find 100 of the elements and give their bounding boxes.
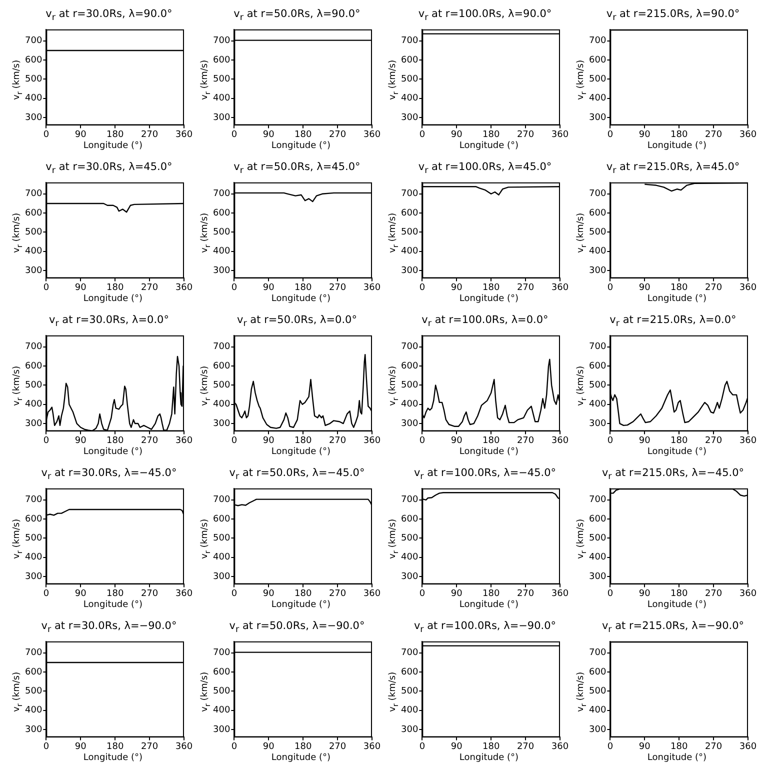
y-tick-label: 500 [588, 74, 606, 85]
y-tick-label: 400 [400, 400, 418, 410]
y-tick-label: 500 [588, 686, 606, 697]
x-tick-label: 270 [704, 588, 722, 599]
x-tick-label: 360 [363, 282, 381, 293]
y-tick-label: 400 [24, 400, 42, 410]
x-tick-label: 270 [516, 436, 534, 446]
y-tick-label: 500 [24, 686, 42, 697]
y-tick-label: 400 [588, 552, 606, 563]
x-tick-label: 180 [670, 742, 688, 752]
chart-title: v$_{r}$ at r=50.0Rs, λ=90.0° [232, 8, 362, 24]
y-tick-label: 600 [400, 514, 418, 524]
x-tick-label: 0 [43, 436, 50, 446]
x-tick-label: 270 [328, 742, 346, 752]
x-tick-label: 360 [175, 742, 193, 752]
y-tick-label: 600 [24, 361, 42, 372]
x-axis-title: Longitude (°) [458, 753, 520, 763]
y-tick-label: 300 [400, 266, 418, 276]
y-tick-label: 700 [400, 648, 418, 658]
x-tick-label: 270 [516, 282, 534, 293]
x-tick-label: 90 [74, 742, 87, 752]
y-tick-label: 600 [400, 208, 418, 218]
x-tick-label: 90 [262, 436, 275, 446]
y-tick-label: 700 [400, 495, 418, 506]
y-tick-label: 300 [588, 418, 606, 429]
x-tick-label: 90 [262, 130, 275, 140]
y-tick-label: 500 [400, 380, 418, 391]
y-tick-label: 500 [24, 228, 42, 238]
y-tick-label: 300 [588, 112, 606, 123]
y-tick-label: 600 [212, 55, 230, 66]
y-tick-label: 400 [24, 706, 42, 716]
x-tick-label: 0 [419, 130, 426, 140]
y-tick-label: 700 [212, 189, 230, 200]
chart-title: v$_{r}$ at r=30.0Rs, λ=0.0° [48, 314, 170, 330]
x-tick-label: 90 [74, 282, 87, 293]
y-tick-label: 600 [24, 514, 42, 524]
y-tick-label: 600 [212, 514, 230, 524]
x-tick-label: 180 [670, 436, 688, 446]
x-tick-label: 360 [551, 742, 569, 752]
x-tick-label: 0 [231, 436, 238, 446]
x-axis-title: Longitude (°) [458, 294, 520, 304]
y-tick-label: 600 [588, 514, 606, 524]
x-tick-label: 270 [140, 282, 158, 293]
x-tick-label: 90 [450, 588, 463, 599]
x-tick-label: 270 [516, 130, 534, 140]
x-tick-label: 180 [482, 436, 500, 446]
y-tick-label: 400 [212, 400, 230, 410]
y-tick-label: 300 [588, 572, 606, 582]
x-tick-label: 270 [140, 742, 158, 752]
x-tick-label: 90 [638, 436, 651, 446]
x-tick-label: 90 [450, 742, 463, 752]
x-tick-label: 180 [294, 130, 312, 140]
x-tick-label: 180 [670, 282, 688, 293]
x-tick-label: 360 [363, 588, 381, 599]
x-tick-label: 360 [363, 130, 381, 140]
x-axis-title: Longitude (°) [82, 141, 144, 151]
y-tick-label: 400 [24, 246, 42, 257]
y-tick-label: 600 [400, 55, 418, 66]
y-tick-label: 400 [212, 246, 230, 257]
x-tick-label: 90 [450, 436, 463, 446]
x-axis-title: Longitude (°) [646, 447, 708, 457]
x-tick-label: 90 [262, 742, 275, 752]
x-tick-label: 360 [551, 130, 569, 140]
chart-title: v$_{r}$ at r=100.0Rs, λ=−45.0° [412, 467, 558, 482]
x-tick-label: 180 [106, 282, 124, 293]
y-tick-label: 700 [588, 189, 606, 200]
y-tick-label: 300 [400, 418, 418, 429]
y-tick-label: 500 [400, 686, 418, 697]
y-tick-label: 700 [212, 495, 230, 506]
x-tick-label: 180 [482, 588, 500, 599]
y-tick-label: 700 [24, 648, 42, 658]
y-tick-label: 600 [24, 667, 42, 678]
x-tick-label: 360 [175, 282, 193, 293]
x-tick-label: 180 [294, 436, 312, 446]
y-tick-label: 500 [212, 686, 230, 697]
y-tick-label: 300 [24, 266, 42, 276]
chart-title: v$_{r}$ at r=30.0Rs, λ=45.0° [44, 161, 174, 176]
y-tick-label: 500 [212, 228, 230, 238]
x-tick-label: 180 [482, 282, 500, 293]
x-tick-label: 0 [43, 130, 50, 140]
y-tick-label: 300 [588, 266, 606, 276]
y-tick-label: 500 [212, 74, 230, 85]
y-tick-label: 300 [400, 724, 418, 735]
chart-title: v$_{r}$ at r=215.0Rs, λ=0.0° [608, 314, 738, 330]
x-axis-title: Longitude (°) [82, 294, 144, 304]
y-tick-label: 700 [588, 648, 606, 658]
y-tick-label: 600 [588, 55, 606, 66]
x-tick-label: 0 [231, 282, 238, 293]
y-tick-label: 400 [400, 246, 418, 257]
x-tick-label: 360 [739, 588, 757, 599]
x-tick-label: 270 [704, 436, 722, 446]
chart-title: v$_{r}$ at r=215.0Rs, λ=−90.0° [600, 620, 746, 636]
chart-title: v$_{r}$ at r=215.0Rs, λ=90.0° [605, 8, 741, 24]
chart-title: v$_{r}$ at r=30.0Rs, λ=−90.0° [40, 620, 178, 636]
x-tick-label: 360 [363, 742, 381, 752]
x-tick-label: 270 [516, 588, 534, 599]
y-tick-label: 400 [24, 552, 42, 563]
chart-title: v$_{r}$ at r=100.0Rs, λ=0.0° [420, 314, 550, 330]
x-tick-label: 360 [739, 436, 757, 446]
x-tick-label: 0 [43, 282, 50, 293]
